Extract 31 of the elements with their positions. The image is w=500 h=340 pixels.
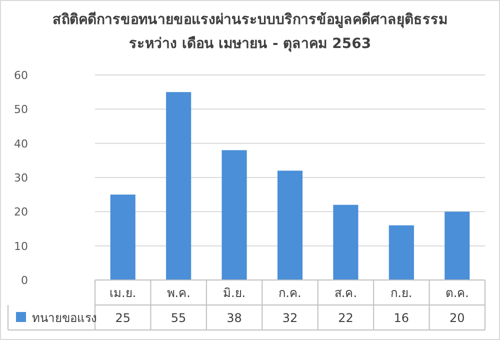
bar <box>277 170 303 280</box>
data-label: 20 <box>450 311 465 325</box>
y-tick-label: 0 <box>21 274 28 287</box>
y-tick-label: 60 <box>14 69 28 82</box>
bar <box>333 204 358 280</box>
data-label: 38 <box>226 311 242 325</box>
x-tick-label: มิ.ย. <box>222 286 246 300</box>
y-tick-label: 30 <box>14 172 28 184</box>
bar <box>166 92 192 280</box>
bar <box>110 194 136 280</box>
bar <box>444 212 470 280</box>
data-label: 25 <box>115 311 130 325</box>
data-label: 22 <box>338 311 354 325</box>
x-tick-label: ต.ค. <box>445 286 469 300</box>
legend-label: ทนายขอแรง <box>32 311 97 325</box>
data-label: 16 <box>394 311 410 325</box>
data-label: 55 <box>170 311 186 325</box>
x-tick-label: ก.ค. <box>278 286 302 300</box>
x-tick-label: เม.ย. <box>110 286 136 300</box>
data-label: 32 <box>282 311 298 325</box>
chart-subtitle: ระหว่าง เดือน เมษายน - ตุลาคม 2563 <box>128 36 372 52</box>
y-tick-label: 20 <box>14 206 28 219</box>
x-tick-label: พ.ค. <box>166 286 190 300</box>
x-tick-label: ส.ค. <box>334 286 358 300</box>
bar <box>388 225 414 280</box>
chart-title: สถิติคดีการขอทนายขอแรงผ่านระบบบริการข้อมูลคดีศาลยุติธรรม <box>52 12 448 28</box>
x-tick-label: ก.ย. <box>390 286 412 300</box>
y-tick-label: 10 <box>14 240 28 253</box>
y-tick-label: 50 <box>14 103 28 116</box>
y-tick-label: 40 <box>14 137 28 150</box>
bar <box>222 150 247 280</box>
